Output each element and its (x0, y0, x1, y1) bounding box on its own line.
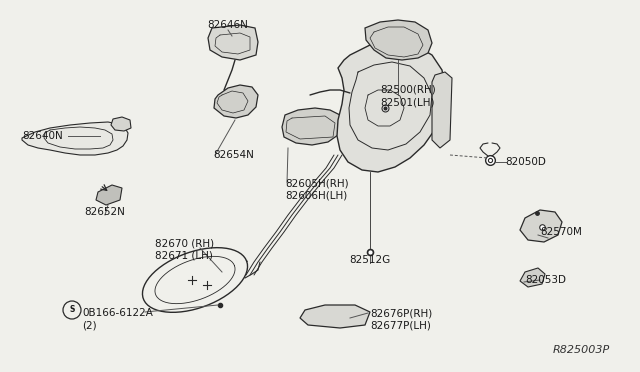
Text: 82050D: 82050D (505, 157, 546, 167)
Text: 82053D: 82053D (525, 275, 566, 285)
Polygon shape (282, 108, 342, 145)
Polygon shape (432, 72, 452, 148)
Text: S: S (69, 305, 75, 314)
Text: 82512G: 82512G (349, 255, 390, 265)
Polygon shape (96, 185, 122, 205)
Polygon shape (22, 122, 128, 155)
Text: 82654N: 82654N (213, 150, 254, 160)
Text: 0B166-6122A
(2): 0B166-6122A (2) (82, 308, 153, 330)
Polygon shape (208, 25, 258, 60)
Text: 82640N: 82640N (22, 131, 63, 141)
Text: 82605H(RH)
82606H(LH): 82605H(RH) 82606H(LH) (285, 178, 349, 201)
Text: 82500(RH)
82501(LH): 82500(RH) 82501(LH) (380, 85, 436, 108)
Polygon shape (520, 210, 562, 242)
Text: 82676P(RH)
82677P(LH): 82676P(RH) 82677P(LH) (370, 308, 432, 330)
Text: 82670 (RH)
82671 (LH): 82670 (RH) 82671 (LH) (155, 238, 214, 260)
Text: R825003P: R825003P (553, 345, 610, 355)
Polygon shape (337, 42, 445, 172)
Polygon shape (214, 85, 258, 118)
Text: 82652N: 82652N (84, 207, 125, 217)
Polygon shape (365, 20, 432, 60)
Polygon shape (111, 117, 131, 131)
Text: 82570M: 82570M (540, 227, 582, 237)
Text: 82646N: 82646N (207, 20, 248, 30)
Polygon shape (520, 268, 545, 287)
Polygon shape (300, 305, 370, 328)
